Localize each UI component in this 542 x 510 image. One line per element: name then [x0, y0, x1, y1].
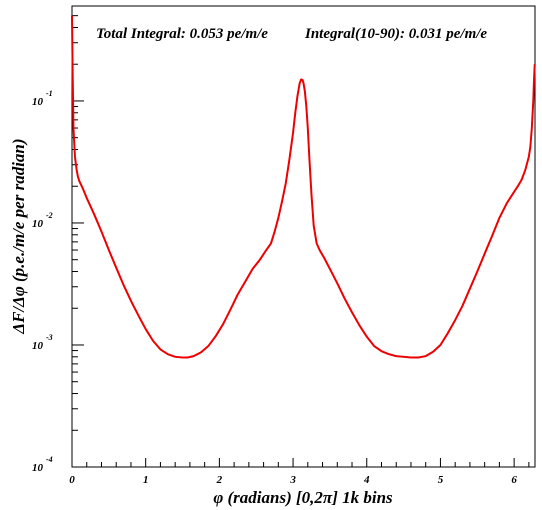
- y-axis-title: ΔF/Δφ (p.e./m/e per radian): [9, 138, 28, 334]
- y-tick-base: 10: [32, 218, 44, 230]
- partial-integral-annotation: Integral(10-90): 0.031 pe/m/e: [304, 26, 487, 42]
- y-tick-exponent: -2: [46, 211, 53, 220]
- y-tick-base: 10: [32, 96, 44, 108]
- y-tick-exponent: -4: [46, 455, 53, 464]
- x-tick-label: 1: [143, 474, 149, 486]
- y-tick-base: 10: [32, 340, 44, 352]
- x-tick-label: 3: [289, 474, 296, 486]
- series-line-0: [71, 15, 536, 359]
- x-axis-title: φ (radians) [0,2π] 1k bins: [213, 488, 393, 507]
- x-tick-label: 6: [511, 474, 517, 486]
- y-axis-ticks: 10-410-310-210-1: [32, 15, 84, 474]
- series-layer: [71, 15, 536, 359]
- y-tick-exponent: -1: [46, 89, 53, 98]
- y-tick-exponent: -3: [46, 333, 53, 342]
- total-integral-annotation: Total Integral: 0.053 pe/m/e: [96, 26, 268, 42]
- x-tick-label: 5: [438, 474, 444, 486]
- x-tick-label: 4: [363, 474, 370, 486]
- x-axis-ticks: 0 1 2 3 4 5 6: [69, 458, 530, 486]
- x-tick-label: 0: [69, 474, 75, 486]
- x-tick-label: 2: [216, 474, 223, 486]
- y-tick-base: 10: [32, 462, 44, 474]
- plot-frame: [71, 5, 536, 468]
